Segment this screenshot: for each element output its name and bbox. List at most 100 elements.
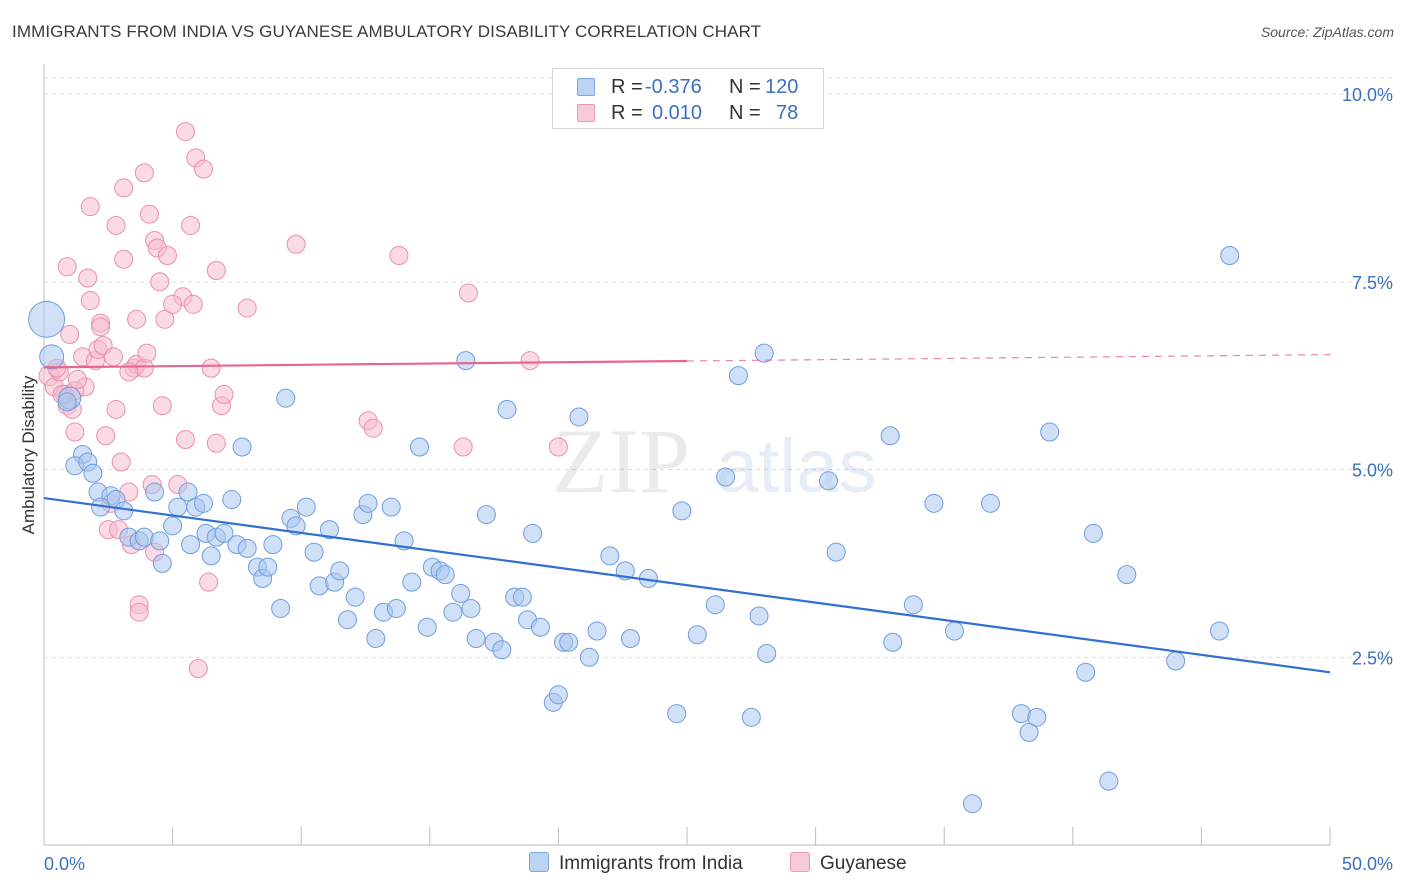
guyanese-point [67,369,87,389]
india-point [548,685,568,705]
bottom-legend-label-india: Immigrants from India [559,853,743,874]
india-point [181,535,201,555]
india-point [178,482,198,502]
india-point [883,632,903,652]
guyanese-point [103,347,123,367]
india-point [1019,722,1039,742]
india-point [523,523,543,543]
guyanese-point [193,159,213,179]
india-point [435,565,455,585]
india-point [579,647,599,667]
india-point [263,535,283,555]
india-points [28,245,1240,814]
india-point [304,542,324,562]
guyanese-point [134,163,154,183]
india-point [1083,523,1103,543]
india-point [381,497,401,517]
guyanese-point [152,396,172,416]
guyanese-point [183,294,203,314]
india-point [1099,771,1119,791]
india-point [402,572,422,592]
india-point [276,388,296,408]
guyanese-trend-line [43,359,688,369]
guyanese-point [106,215,126,235]
trend-lines [43,354,1331,674]
india-point [461,598,481,618]
india-point [345,587,365,607]
india-point [152,553,172,573]
india-point [145,482,165,502]
bottom-legend-india: Immigrants from India [529,852,743,875]
india-point [237,538,257,558]
india-point [366,628,386,648]
india-point [168,497,188,517]
guyanese-point [206,261,226,281]
india-point [358,493,378,513]
india-point [1117,565,1137,585]
india-point [559,632,579,652]
india-point [1220,245,1240,265]
guyanese-point [60,324,80,344]
india-point [258,557,278,577]
guyanese-trend-line-dashed [686,354,1331,362]
india-point [1209,621,1229,641]
y-tick-label: 2.5% [1352,648,1393,668]
india-point [492,640,512,660]
india-point [826,542,846,562]
india-point [28,300,66,338]
india-point [222,490,242,510]
india-point [512,587,532,607]
guyanese-point [201,358,221,378]
legend-swatch-india [577,78,595,96]
india-point [39,344,65,370]
guyanese-point [106,399,126,419]
guyanese-point [520,351,540,371]
guyanese-point [137,343,157,363]
guyanese-point [114,249,134,269]
y-tick-label: 10.0% [1342,85,1393,105]
guyanese-point [114,178,134,198]
guyanese-point [127,309,147,329]
india-point [924,493,944,513]
guyanese-point [237,298,257,318]
source-label: Source: ZipAtlas.com [1260,24,1394,40]
india-point [150,531,170,551]
india-point [757,644,777,664]
guyanese-point [129,602,149,622]
guyanese-point [96,426,116,446]
india-point [201,546,221,566]
india-point [728,366,748,386]
y-axis-label: Ambulatory Disability [19,375,38,534]
india-point [466,628,486,648]
india-point [456,351,476,371]
guyanese-point [157,245,177,265]
guyanese-point [111,452,131,472]
guyanese-point [199,572,219,592]
india-point [620,628,640,648]
india-point [271,598,291,618]
chart-title: IMMIGRANTS FROM INDIA VS GUYANESE AMBULA… [12,22,762,41]
india-point [286,516,306,536]
legend-n-label: N = [729,102,761,124]
india-point [716,467,736,487]
india-point [451,583,471,603]
guyanese-point [139,204,159,224]
legend-n-value: 78 [776,102,799,124]
bottom-legend-guyanese: Guyanese [790,852,907,875]
guyanese-point [206,433,226,453]
india-point [417,617,437,637]
guyanese-points [38,122,568,679]
bottom-legend-label-guyanese: Guyanese [820,853,907,874]
india-point [962,794,982,814]
india-point [569,407,589,427]
x-tick-label: 50.0% [1342,854,1393,874]
legend-r-value: 0.010 [652,102,703,124]
india-point [114,501,134,521]
guyanese-point [91,317,111,337]
watermark-atlas: atlas [716,424,877,509]
india-point [443,602,463,622]
india-point [741,707,761,727]
axes [43,64,1331,846]
guyanese-point [286,234,306,254]
